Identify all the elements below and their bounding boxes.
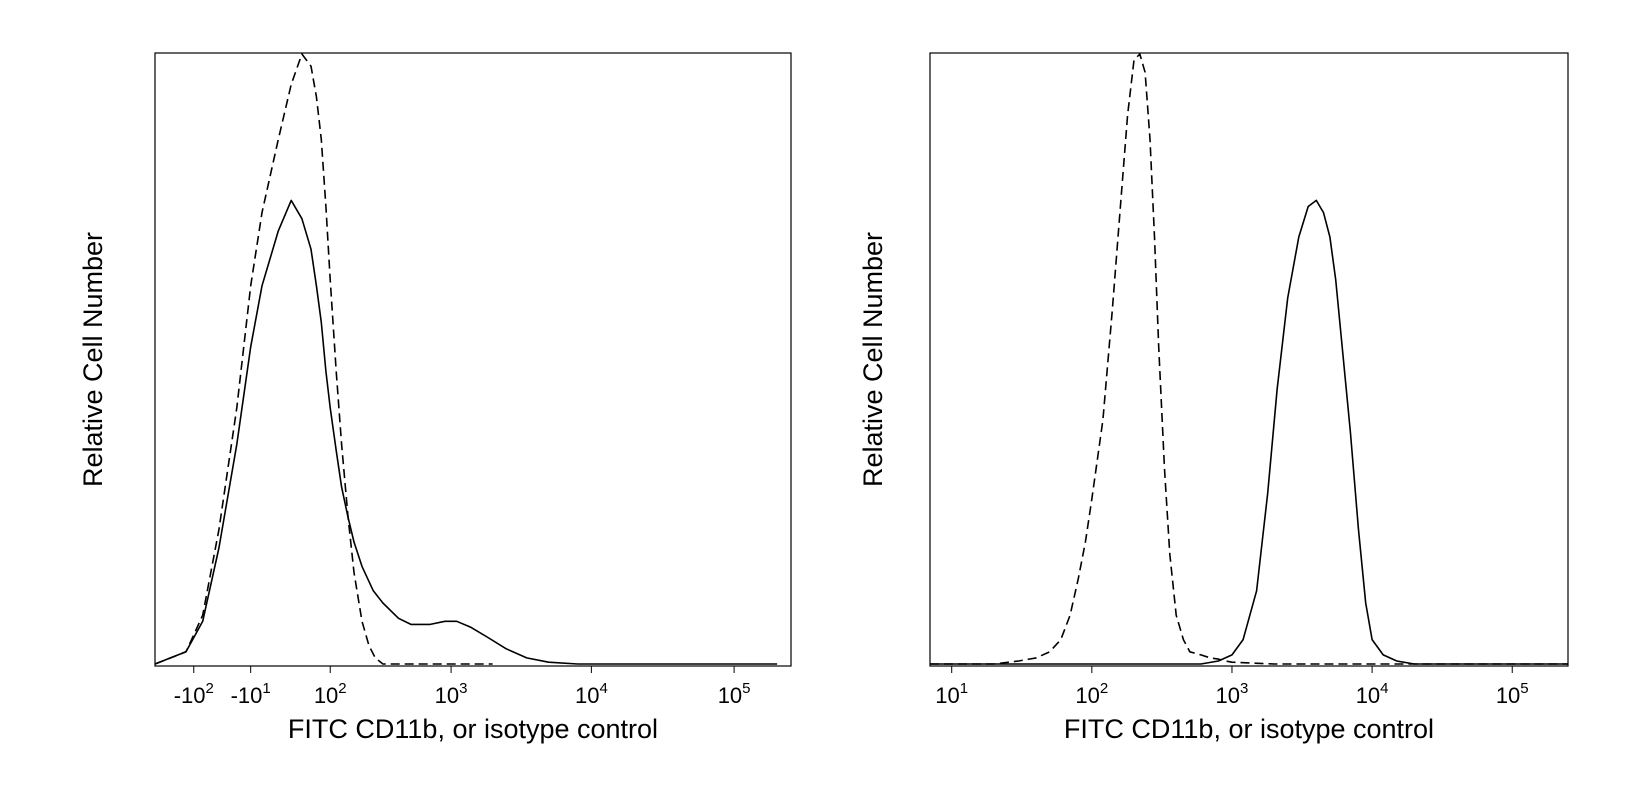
y-axis-title: Relative Cell Number <box>78 232 108 487</box>
isotype-control-line <box>930 53 1568 665</box>
x-tick-label-exponent: 4 <box>599 680 607 697</box>
x-tick-label-base: 10 <box>1216 683 1240 708</box>
cd11b-line <box>930 199 1568 665</box>
x-tick-label: 101 <box>935 680 968 708</box>
x-tick-label: 104 <box>1356 680 1389 708</box>
x-tick-label: 104 <box>575 680 608 708</box>
x-tick-label-exponent: 3 <box>459 680 467 697</box>
y-axis-title: Relative Cell Number <box>858 232 888 487</box>
x-tick-label-exponent: 5 <box>742 680 750 697</box>
x-tick-label-base: -10 <box>231 683 263 708</box>
x-tick-label-exponent: 5 <box>1520 680 1528 697</box>
x-tick-label-base: 10 <box>575 683 599 708</box>
x-tick-label-exponent: 1 <box>262 680 270 697</box>
isotype-control-line <box>155 53 493 665</box>
x-tick-label: 105 <box>1496 680 1529 708</box>
x-tick-label: 105 <box>718 680 751 708</box>
x-axis-title: FITC CD11b, or isotype control <box>1064 714 1434 744</box>
x-tick-label-base: 10 <box>1075 683 1099 708</box>
x-tick-label-exponent: 2 <box>205 680 213 697</box>
x-tick-label-exponent: 2 <box>1100 680 1108 697</box>
x-tick-label-base: 10 <box>435 683 459 708</box>
plot-frame <box>929 52 1569 667</box>
x-tick-label-base: 10 <box>718 683 742 708</box>
x-tick-label: 102 <box>314 680 347 708</box>
cd11b-line <box>155 199 778 665</box>
x-tick-label: 103 <box>435 680 468 708</box>
x-tick-label: 103 <box>1216 680 1249 708</box>
x-tick-label: -102 <box>174 680 214 708</box>
x-tick-label-base: -10 <box>174 683 206 708</box>
x-tick-label-exponent: 2 <box>338 680 346 697</box>
plot-frame <box>154 52 792 667</box>
series-group <box>155 53 778 665</box>
x-tick-label-base: 10 <box>935 683 959 708</box>
series-group <box>930 53 1568 665</box>
x-tick-label-base: 10 <box>314 683 338 708</box>
x-tick-label-base: 10 <box>1356 683 1380 708</box>
x-tick-label: -101 <box>231 680 271 708</box>
x-tick-label-exponent: 4 <box>1380 680 1388 697</box>
x-axis-title: FITC CD11b, or isotype control <box>288 714 658 744</box>
x-tick-label-exponent: 3 <box>1240 680 1248 697</box>
x-tick-label-base: 10 <box>1496 683 1520 708</box>
x-tick-label-exponent: 1 <box>960 680 968 697</box>
x-tick-label: 102 <box>1075 680 1108 708</box>
